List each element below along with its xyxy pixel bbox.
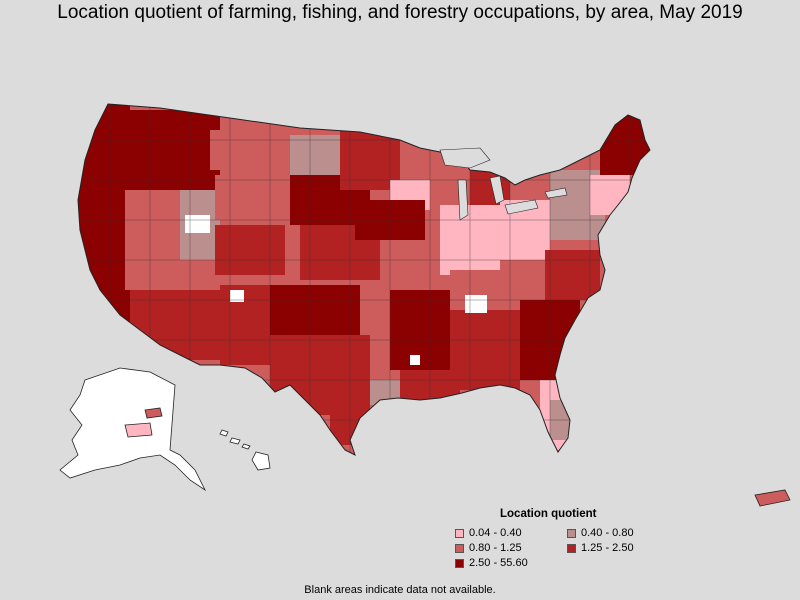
legend-swatch xyxy=(455,558,464,568)
legend-swatch xyxy=(567,528,576,538)
no-data-area xyxy=(185,215,210,233)
legend-item: 0.80 - 1.25 xyxy=(455,541,567,555)
legend-label: 1.25 - 2.50 xyxy=(581,542,634,554)
conus-outline xyxy=(77,103,651,456)
legend: Location quotient 0.04 - 0.40 0.40 - 0.8… xyxy=(455,508,705,570)
legend-item: 0.40 - 0.80 xyxy=(567,526,687,540)
region-northwest-interior xyxy=(120,110,220,190)
legend-swatch xyxy=(455,543,464,553)
legend-swatch xyxy=(567,543,576,553)
legend-swatch xyxy=(455,528,464,538)
region-north-dakota xyxy=(290,135,340,175)
no-data-area xyxy=(465,295,487,313)
puerto-rico xyxy=(754,489,791,507)
region-deep-south xyxy=(450,310,520,390)
legend-label: 2.50 - 55.60 xyxy=(469,557,528,569)
region-maine xyxy=(600,115,650,175)
region-nevada xyxy=(125,190,180,290)
legend-label: 0.80 - 1.25 xyxy=(469,542,522,554)
footnote: Blank areas indicate data not available. xyxy=(304,584,496,596)
great-lakes xyxy=(439,147,568,221)
region-missouri xyxy=(380,240,440,290)
region-new-england xyxy=(590,175,630,215)
region-wyoming xyxy=(215,175,275,220)
legend-title: Location quotient xyxy=(500,508,597,520)
region-oklahoma xyxy=(270,285,360,335)
legend-item: 0.04 - 0.40 xyxy=(455,526,567,540)
map-title: Location quotient of farming, fishing, a… xyxy=(57,2,743,23)
region-montana xyxy=(210,130,290,170)
no-data-area xyxy=(410,355,420,365)
region-colorado xyxy=(215,225,285,275)
legend-item: 1.25 - 2.50 xyxy=(567,541,687,555)
alaska xyxy=(59,367,207,492)
legend-label: 0.04 - 0.40 xyxy=(469,527,522,539)
legend-label: 0.40 - 0.80 xyxy=(581,527,634,539)
hawaii xyxy=(219,429,271,471)
region-arizona xyxy=(130,290,220,360)
region-virginia-nc xyxy=(545,250,600,300)
legend-item: 2.50 - 55.60 xyxy=(455,556,567,570)
no-data-area xyxy=(230,290,244,302)
